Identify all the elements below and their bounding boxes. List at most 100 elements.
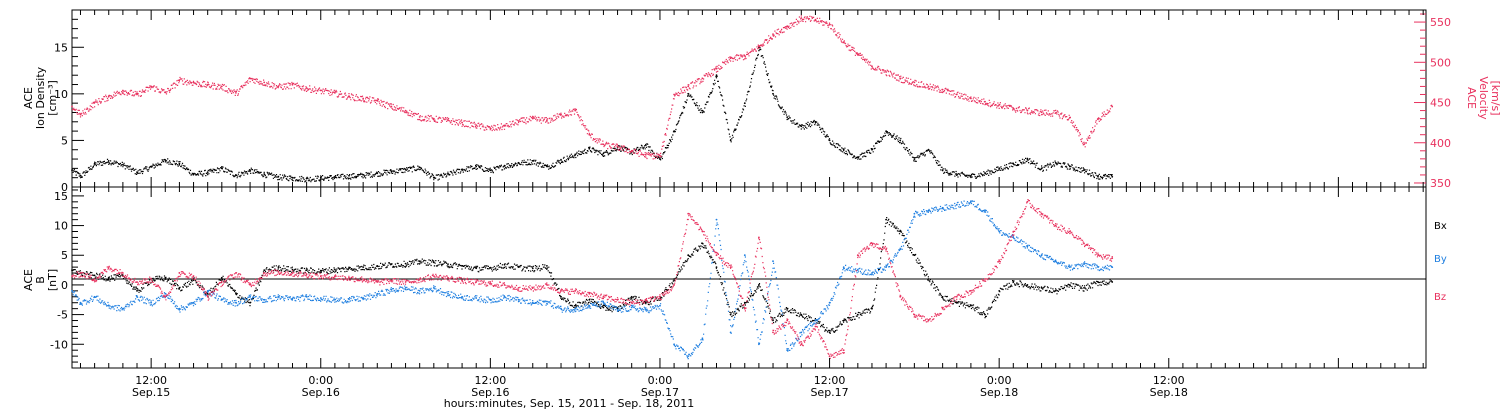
bz-point	[941, 307, 944, 310]
velocity-point	[447, 119, 449, 122]
by-point	[644, 308, 647, 311]
density-point	[390, 170, 393, 173]
density-point	[828, 139, 831, 142]
bx-point	[786, 307, 789, 310]
velocity-point	[418, 116, 421, 118]
bz-point	[659, 295, 661, 298]
velocity-point	[249, 77, 252, 80]
time-tick-label: 0:00	[987, 374, 1012, 387]
velocity-point	[828, 23, 831, 26]
by-point	[616, 308, 619, 311]
density-point	[842, 148, 845, 151]
bz-point	[644, 298, 647, 301]
by-point	[800, 331, 803, 334]
by-point	[885, 266, 887, 268]
density-point	[913, 158, 916, 161]
density-point	[447, 173, 449, 175]
date-tick-label: Sep.16	[471, 386, 509, 399]
by-point	[447, 292, 449, 295]
bx-point	[984, 313, 986, 316]
bx-point	[93, 274, 96, 277]
velocity-point	[220, 85, 223, 88]
density-point	[277, 175, 280, 178]
density-point	[560, 159, 562, 161]
velocity-tick-label: 500	[1430, 56, 1451, 69]
by-point	[701, 337, 704, 340]
bx-point	[927, 278, 930, 280]
legend-bx: Bx	[1434, 221, 1447, 232]
panel1-frame	[71, 9, 1427, 188]
density-point	[71, 169, 73, 172]
bz-point	[362, 278, 365, 280]
density-point	[1083, 169, 1085, 172]
bz-point	[517, 287, 520, 289]
velocity-point	[885, 71, 887, 73]
density-point	[263, 173, 266, 175]
by-point	[107, 304, 110, 307]
bx-point	[828, 331, 831, 334]
by-point	[461, 295, 463, 298]
density-point	[432, 176, 435, 179]
by-point	[390, 288, 393, 291]
density-label-line1: ACE	[22, 87, 35, 109]
bx-point	[291, 268, 294, 271]
velocity-point	[136, 93, 138, 96]
velocity-point	[984, 100, 986, 103]
bx-point	[1068, 284, 1071, 286]
bz-point	[970, 290, 972, 292]
bx-point	[263, 269, 266, 271]
density-tick-label: 0	[61, 181, 68, 194]
bx-point	[531, 267, 534, 270]
density-point	[220, 167, 223, 170]
time-tick-label: 0:00	[308, 374, 333, 387]
by-point	[164, 292, 167, 295]
b-tick-label: 15	[54, 190, 68, 203]
by-point	[277, 295, 280, 298]
density-point	[1097, 174, 1099, 177]
bz-point	[814, 325, 817, 328]
density-point	[701, 111, 704, 114]
by-point	[418, 290, 421, 292]
bz-point	[447, 276, 449, 279]
velocity-label-line3: [km/s]	[1489, 80, 1500, 115]
bz-point	[531, 287, 534, 289]
bx-point	[334, 268, 336, 271]
bz-point	[418, 278, 421, 280]
density-point	[1054, 161, 1057, 164]
by-point	[93, 295, 96, 298]
by-point	[79, 301, 82, 304]
bx-point	[729, 313, 732, 316]
by-point	[560, 307, 562, 310]
b-tick-label: -5	[57, 309, 68, 322]
density-point	[743, 102, 746, 105]
bx-point	[71, 269, 73, 271]
velocity-point	[998, 104, 1001, 106]
density-tick-label: 10	[54, 88, 68, 101]
velocity-point	[715, 67, 718, 70]
by-points	[72, 200, 1113, 360]
velocity-point	[305, 87, 308, 89]
bz-point	[390, 279, 393, 282]
bz-point	[800, 343, 803, 346]
bz-point	[842, 349, 845, 352]
date-tick-label: Sep.15	[132, 386, 170, 399]
velocity-point	[362, 97, 365, 100]
velocity-point	[192, 81, 195, 84]
velocity-point	[107, 95, 110, 97]
density-point	[418, 166, 421, 169]
density-point	[531, 160, 534, 162]
bz-point	[758, 236, 760, 239]
by-point	[955, 203, 958, 206]
bz-point	[235, 272, 237, 274]
by-point	[319, 297, 322, 299]
by-point	[192, 301, 195, 304]
by-point	[814, 319, 817, 322]
velocity-point	[673, 93, 675, 96]
velocity-point	[616, 145, 619, 148]
velocity-point	[150, 85, 153, 88]
velocity-points	[72, 15, 1113, 160]
velocity-point	[970, 97, 972, 100]
bz-point	[192, 275, 195, 277]
bz-point	[93, 278, 96, 280]
density-point	[489, 169, 492, 172]
